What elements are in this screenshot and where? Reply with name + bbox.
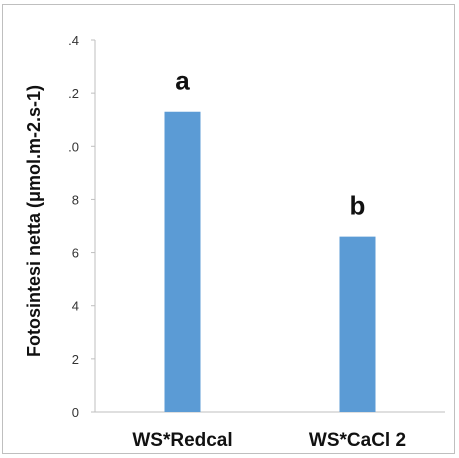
category-label: WS*Redcal [132, 430, 232, 451]
y-axis-label: Fotosintesi netta (μmol.m-2.s-1) [24, 85, 44, 357]
y-tick-label: .4 [68, 33, 79, 48]
significance-letters: ab [175, 66, 365, 221]
category-labels: WS*Redcal WS*CaCl 2 [132, 430, 406, 451]
y-tick-label: 2 [72, 352, 79, 367]
y-tick-label: .0 [68, 139, 79, 154]
significance-letter: b [350, 191, 366, 221]
y-tick-label: 6 [72, 246, 79, 261]
significance-letter: a [175, 66, 190, 96]
y-axis-ticks: .4 .2 .0 8 6 4 2 0 [68, 33, 95, 420]
y-tick-label: .2 [68, 86, 79, 101]
y-tick-label: 0 [72, 405, 79, 420]
bar [339, 236, 376, 412]
bar [164, 111, 201, 412]
bars [164, 111, 376, 412]
y-tick-label: 8 [72, 192, 79, 207]
chart-frame [2, 4, 455, 454]
category-label: WS*CaCl 2 [309, 430, 406, 451]
y-tick-label: 4 [72, 299, 79, 314]
